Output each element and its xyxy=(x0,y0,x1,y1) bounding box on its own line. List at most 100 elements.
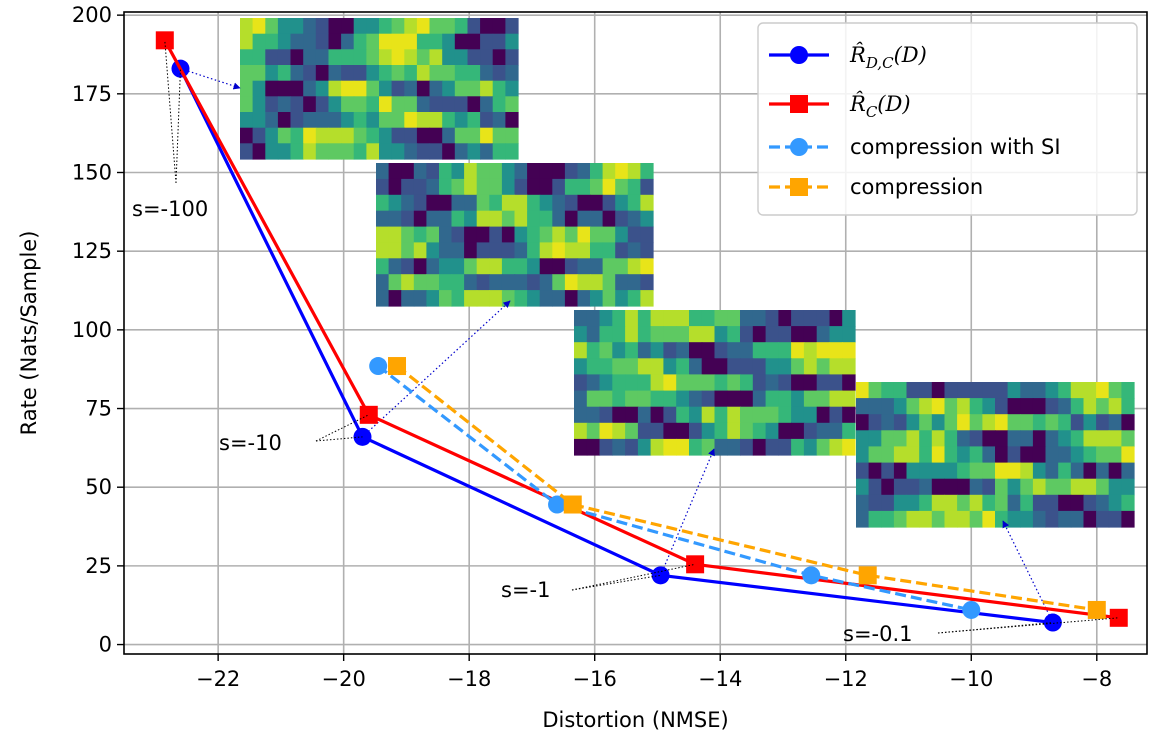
spectrogram-cell xyxy=(615,242,629,259)
data-point xyxy=(1087,600,1106,619)
spectrogram-cell xyxy=(982,510,996,528)
spectrogram-cell xyxy=(650,390,664,408)
spectrogram-cell xyxy=(868,478,882,496)
spectrogram-cell xyxy=(599,438,613,456)
spectrogram-cell xyxy=(539,210,553,228)
spectrogram-cell xyxy=(637,374,652,392)
spectrogram-cell xyxy=(501,194,516,212)
spectrogram-cell xyxy=(328,33,342,50)
spectrogram-cell xyxy=(663,358,677,375)
spectrogram-cell xyxy=(650,406,664,424)
data-point xyxy=(369,357,388,376)
spectrogram-cell xyxy=(1121,414,1135,431)
spectrogram-cell xyxy=(539,290,553,307)
spectrogram-cell xyxy=(995,398,1009,415)
spectrogram-cell xyxy=(856,446,870,464)
spectrogram-cell xyxy=(1108,462,1122,480)
spectrogram-cell xyxy=(1007,478,1021,496)
spectrogram-cell xyxy=(816,406,831,424)
spectrogram-cell xyxy=(676,374,690,392)
spectrogram-cell xyxy=(829,326,843,343)
spectrogram-cell xyxy=(625,438,639,456)
spectrogram-cell xyxy=(893,446,908,464)
spectrogram-cell xyxy=(957,462,971,480)
spectrogram-cell xyxy=(388,210,402,228)
spectrogram-cell xyxy=(640,258,654,275)
spectrogram-cell xyxy=(376,274,390,291)
spectrogram-cell xyxy=(982,462,996,480)
spectrogram-cell xyxy=(689,310,703,327)
spectrogram-cell xyxy=(778,342,792,359)
spectrogram-cell xyxy=(765,342,779,359)
spectrogram-cell xyxy=(505,127,519,144)
spectrogram-cell xyxy=(492,49,506,66)
spectrogram-cell xyxy=(442,143,456,160)
spectrogram-cell xyxy=(689,326,703,343)
spectrogram-cell xyxy=(727,326,741,343)
spectrogram-cell xyxy=(868,398,882,415)
spectrogram-cell xyxy=(379,143,393,160)
spectrogram-cell xyxy=(501,258,516,275)
spectrogram-cell xyxy=(1020,382,1034,399)
spectrogram-cell xyxy=(376,194,390,212)
spectrogram-cell xyxy=(1032,510,1047,528)
spectrogram-cell xyxy=(341,65,355,82)
spectrogram-cell xyxy=(328,112,342,129)
annotation-leader xyxy=(315,436,363,442)
spectrogram-cell xyxy=(1032,462,1047,480)
spectrogram-cell xyxy=(842,358,856,375)
spectrogram-cell xyxy=(454,18,468,35)
spectrogram-cell xyxy=(615,290,629,307)
spectrogram-cell xyxy=(778,358,792,375)
spectrogram-cell xyxy=(982,414,996,431)
spectrogram-cell xyxy=(426,258,440,275)
spectrogram-cell xyxy=(1032,430,1047,447)
legend-marker xyxy=(790,138,808,156)
spectrogram-cell xyxy=(1070,462,1084,480)
spectrogram-cell xyxy=(492,112,506,129)
spectrogram-cell xyxy=(439,226,453,244)
spectrogram-cell xyxy=(842,310,856,327)
spectrogram-cell xyxy=(1007,382,1021,399)
spectrogram-cell xyxy=(564,274,579,291)
spectrogram-cell xyxy=(1083,510,1097,528)
spectrogram-cell xyxy=(429,65,443,82)
spectrogram-cell xyxy=(650,422,664,440)
spectrogram-cell xyxy=(602,194,616,212)
spectrogram-insets xyxy=(240,18,1135,528)
spectrogram-cell xyxy=(1032,382,1047,399)
spectrogram-cell xyxy=(379,112,393,129)
spectrogram-cell xyxy=(615,163,629,180)
spectrogram-cell xyxy=(1108,510,1122,528)
spectrogram-cell xyxy=(240,143,254,160)
spectrogram-cell xyxy=(856,398,870,415)
spectrogram-cell xyxy=(451,242,465,259)
spectrogram-cell xyxy=(778,438,792,456)
spectrogram-cell xyxy=(514,210,528,228)
spectrogram-cell xyxy=(590,258,604,275)
spectrogram-cell xyxy=(451,258,465,275)
spectrogram-cell xyxy=(599,342,613,359)
annotation-2: s=-1 xyxy=(501,563,696,602)
spectrogram-cell xyxy=(765,390,779,408)
spectrogram-cell xyxy=(539,194,553,212)
spectrogram-cell xyxy=(893,398,908,415)
spectrogram-cell xyxy=(315,143,329,160)
spectrogram-cell xyxy=(404,49,418,66)
spectrogram-cell xyxy=(376,242,390,259)
x-tick-label: −20 xyxy=(321,667,365,691)
spectrogram-cell xyxy=(564,194,579,212)
spectrogram-cell xyxy=(303,65,317,82)
series-3 xyxy=(388,357,1106,619)
spectrogram-cell xyxy=(539,178,553,196)
spectrogram-cell xyxy=(451,290,465,307)
spectrogram-cell xyxy=(574,310,588,327)
spectrogram-cell xyxy=(944,478,958,496)
spectrogram-cell xyxy=(893,510,908,528)
spectrogram-cell xyxy=(752,342,767,359)
spectrogram-cell xyxy=(240,96,254,113)
spectrogram-cell xyxy=(341,33,355,50)
spectrogram-cell xyxy=(599,326,613,343)
spectrogram-cell xyxy=(290,127,304,144)
